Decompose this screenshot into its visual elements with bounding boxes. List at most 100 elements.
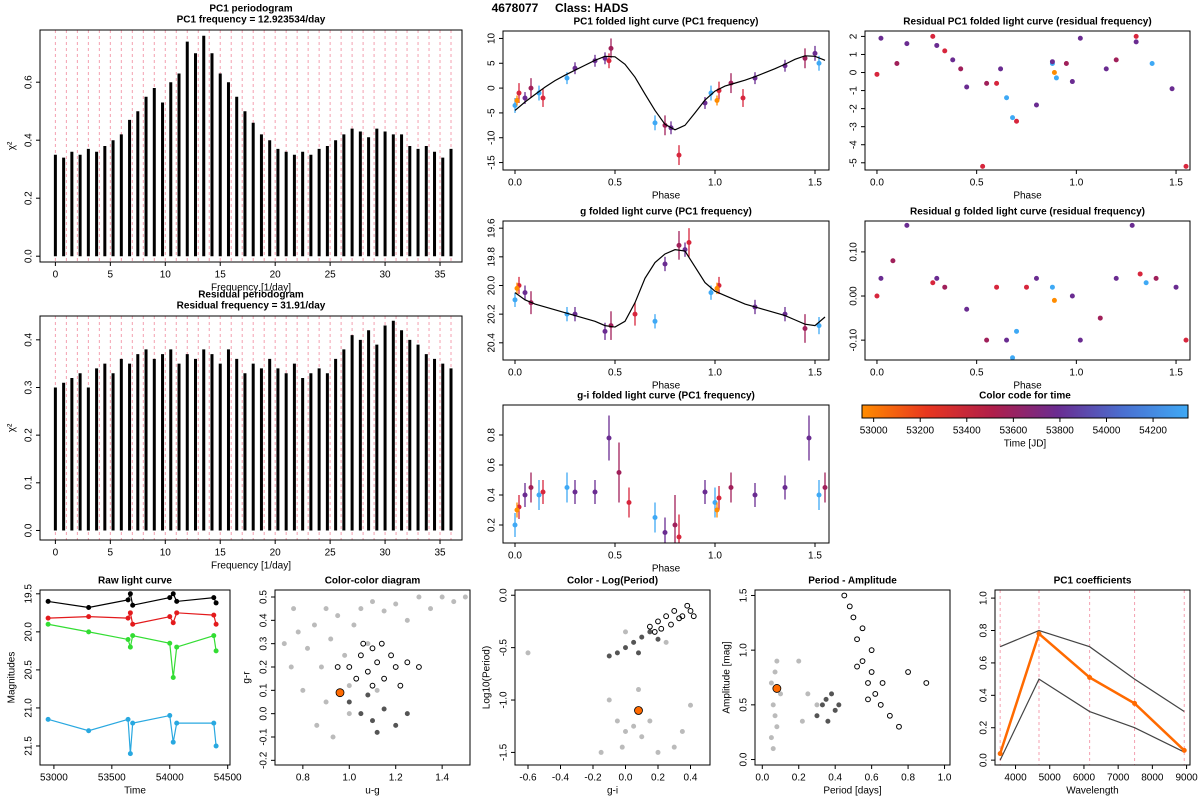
point [890, 258, 896, 264]
y-tick-label: -15 [487, 155, 498, 170]
point [211, 612, 217, 618]
x-tick-label: 53500 [98, 773, 126, 784]
point [1033, 102, 1039, 108]
x-tick-label: 53200 [906, 426, 934, 437]
point [369, 645, 376, 652]
point [1010, 115, 1016, 121]
plot-frame [502, 220, 830, 361]
point [592, 489, 598, 495]
point [874, 71, 880, 77]
point [1014, 328, 1020, 334]
x-tick-label: 54000 [156, 773, 184, 784]
point [213, 621, 219, 627]
point [865, 680, 871, 686]
point [381, 706, 387, 712]
point [170, 591, 176, 597]
point [1132, 700, 1138, 706]
point [351, 622, 357, 628]
x-axis-label: Time [124, 786, 146, 797]
point [602, 328, 608, 334]
point [1137, 271, 1143, 277]
point [686, 239, 692, 245]
point [393, 601, 399, 607]
point [1051, 297, 1057, 303]
y-tick-label: 0.3 [259, 636, 270, 650]
y-axis-label: g-r [242, 671, 253, 684]
point [662, 530, 668, 535]
panel-title: PC1 folded light curve (PC1 frequency) [573, 17, 758, 28]
panel-title: g-i folded light curve (PC1 frequency) [577, 391, 755, 402]
point [369, 682, 376, 689]
x-tick-label: 1.0 [938, 773, 952, 784]
y-tick-label: 0.2 [259, 660, 270, 674]
x-tick-label: 9000 [1175, 773, 1198, 784]
x-tick-label: 0.0 [508, 368, 522, 379]
point [323, 699, 329, 705]
point [346, 683, 352, 689]
y-tick-label: 0.4 [24, 133, 35, 147]
panel: PC1 coefficients 4000 5000 6000 7000 8000 9000… [979, 576, 1198, 797]
y-tick-label: -5 [487, 108, 498, 117]
point [564, 485, 570, 490]
point [404, 617, 410, 623]
point [676, 242, 682, 248]
point [652, 120, 658, 126]
y-tick-label: -0.1 [259, 728, 270, 746]
point [886, 712, 893, 719]
y-tick-label: 21.0 [24, 698, 35, 718]
point [381, 675, 388, 682]
x-tick-label: 0.5 [970, 178, 984, 189]
x-tick-label: 53800 [1046, 426, 1074, 437]
point [45, 615, 51, 621]
y-tick-label: 0.1 [259, 683, 270, 697]
y-tick-label: 20.0 [24, 622, 35, 642]
point [708, 290, 714, 296]
x-tick-label: 15 [215, 270, 227, 281]
point [676, 534, 682, 540]
point [950, 57, 956, 63]
point [540, 489, 546, 495]
panel-title: PC1 coefficients [1054, 576, 1132, 587]
point [822, 485, 828, 490]
panel: Period - Amplitude 0.0 0.2 0.4 0.6 0.8 1.0 Peri… [722, 576, 952, 797]
point [213, 743, 219, 749]
point [564, 75, 570, 81]
x-tick-label: 8000 [1141, 773, 1164, 784]
point [1014, 118, 1020, 124]
point [314, 722, 320, 728]
point [702, 489, 708, 495]
point [213, 648, 219, 654]
point [125, 597, 131, 603]
point [770, 702, 776, 708]
point [295, 629, 301, 635]
point [872, 691, 879, 697]
y-tick-label: 0.4 [979, 688, 990, 702]
y-tick-label: 1.0 [739, 643, 750, 657]
point [127, 591, 133, 597]
x-tick-label: 0.6 [865, 773, 879, 784]
point [1183, 337, 1189, 343]
point [879, 680, 886, 686]
point [816, 323, 822, 329]
point [606, 435, 612, 441]
y-tick-label: 0 [487, 85, 498, 91]
point [127, 610, 133, 616]
point [516, 90, 522, 96]
plot-frame [864, 30, 1191, 171]
x-tick-label: 1.0 [708, 551, 722, 562]
y-tick-label: 20.0 [487, 275, 498, 295]
x-tick-label: 0.4 [828, 773, 842, 784]
point [1173, 284, 1179, 290]
x-tick-label: 53000 [860, 426, 888, 437]
x-tick-label: 1.5 [808, 178, 822, 189]
colorbar [861, 404, 1189, 419]
point [651, 629, 658, 635]
point [392, 664, 399, 670]
x-tick-label: 20 [270, 548, 282, 559]
point [374, 659, 381, 666]
x-axis-label: Wavelength [1066, 786, 1118, 797]
x-axis-label: Phase [652, 564, 681, 575]
y-axis-label: Log10(Period) [482, 646, 493, 709]
x-tick-label: 1.0 [342, 773, 356, 784]
